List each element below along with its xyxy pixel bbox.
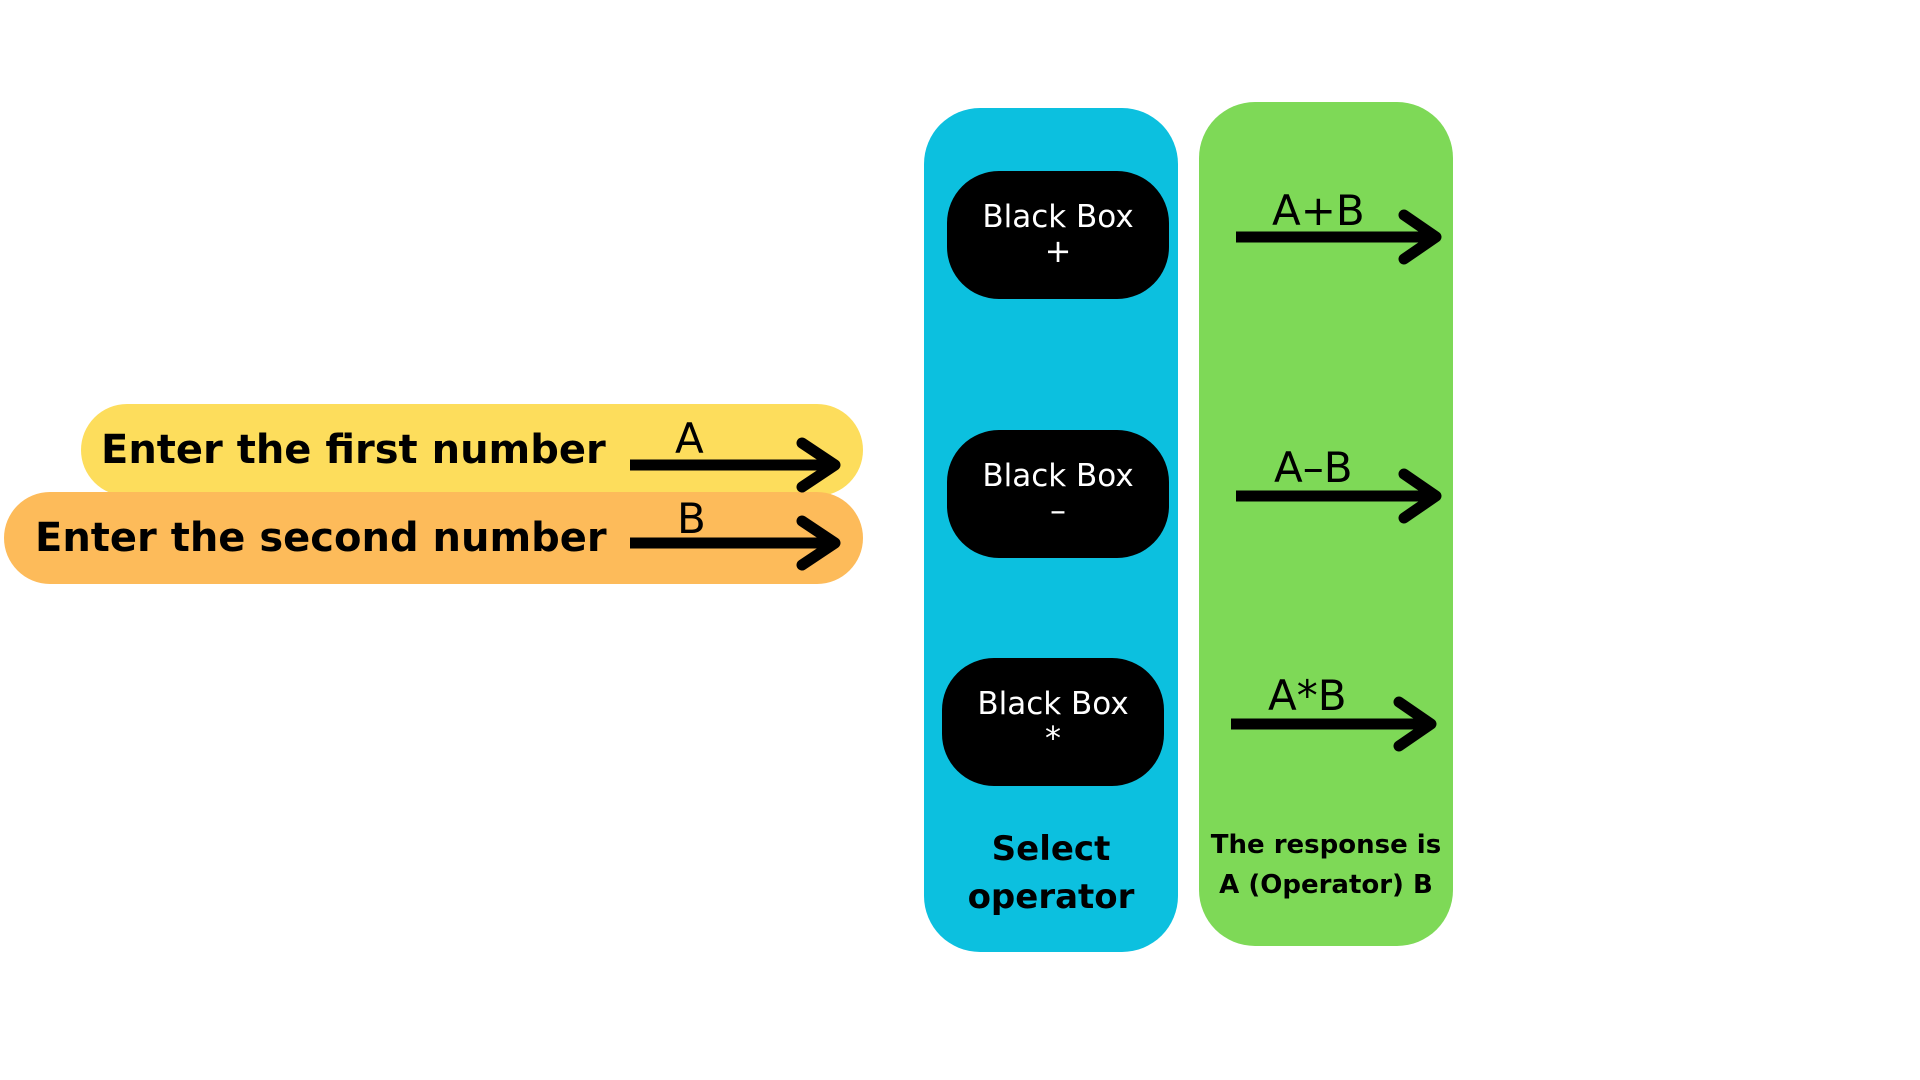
black-box-title: Black Box	[977, 685, 1129, 722]
black-box-title: Black Box	[982, 198, 1134, 235]
arrow-right-icon	[1236, 468, 1442, 524]
arrow-right-icon	[1236, 209, 1442, 265]
operator-symbol: +	[1044, 232, 1072, 271]
result-label-add: A+B	[1272, 186, 1365, 235]
arrow-right-icon	[630, 437, 841, 493]
variable-b-label: B	[677, 494, 706, 543]
result-column	[1199, 102, 1453, 946]
arrow-right-icon	[1231, 696, 1437, 752]
first-number-label: Enter the first number	[101, 427, 606, 473]
first-number-input[interactable]: Enter the first number	[81, 404, 863, 496]
arrow-right-icon	[630, 515, 841, 571]
black-box-multiply[interactable]: Black Box *	[942, 658, 1164, 786]
operator-caption: Select operator	[967, 829, 1135, 917]
result-caption: The response is A (Operator) B	[1210, 830, 1442, 900]
second-number-label: Enter the second number	[35, 515, 607, 561]
operator-symbol: –	[1050, 491, 1066, 530]
operator-symbol: *	[1045, 719, 1061, 758]
black-box-add[interactable]: Black Box +	[947, 171, 1169, 299]
result-label-subtract: A–B	[1274, 443, 1353, 492]
black-box-subtract[interactable]: Black Box –	[947, 430, 1169, 558]
result-label-multiply: A*B	[1268, 671, 1347, 720]
variable-a-label: A	[675, 414, 704, 463]
black-box-title: Black Box	[982, 457, 1134, 494]
